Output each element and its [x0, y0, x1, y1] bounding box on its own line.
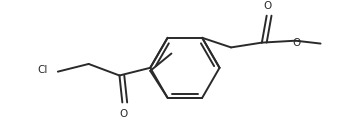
Text: O: O: [119, 109, 127, 119]
Text: O: O: [264, 1, 272, 11]
Text: Cl: Cl: [38, 65, 48, 75]
Text: O: O: [292, 38, 301, 48]
